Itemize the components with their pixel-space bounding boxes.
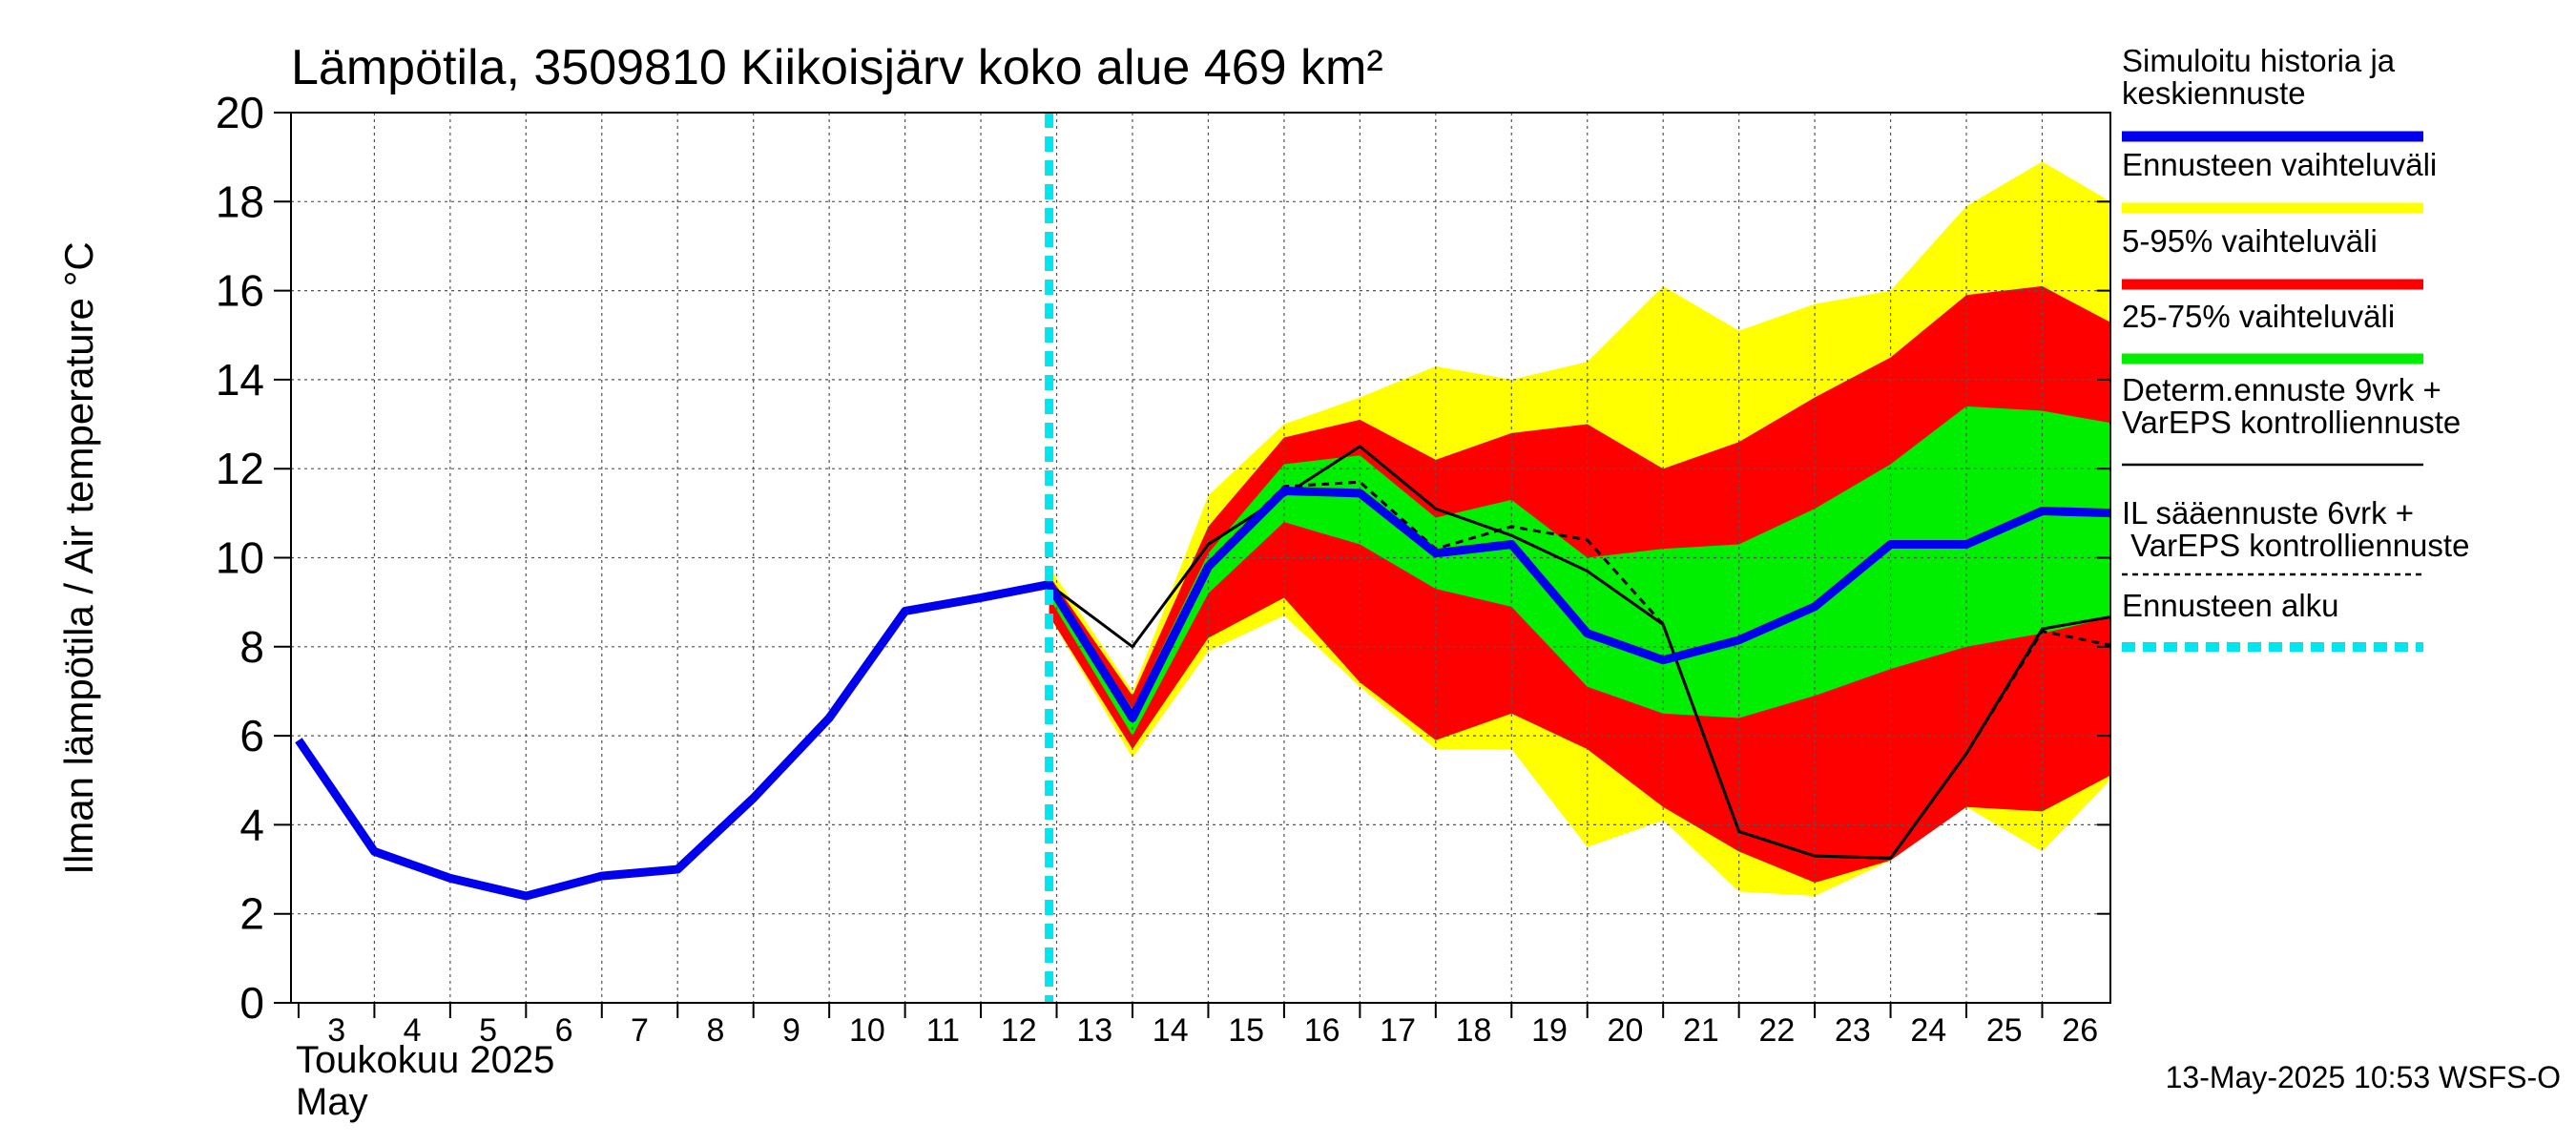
y-tick-label: 6 — [239, 711, 264, 760]
y-tick-label: 20 — [216, 88, 264, 137]
legend-label-line: Ennusteen alku — [2122, 588, 2339, 623]
legend-label-line: Ennusteen vaihteluväli — [2122, 147, 2437, 182]
legend-label-line: VarEPS kontrolliennuste — [2122, 528, 2469, 563]
series-line-history — [295, 487, 2110, 901]
x-tick-label: 8 — [707, 1012, 725, 1049]
x-tick-label: 22 — [1758, 1012, 1795, 1049]
y-axis-label: Ilman lämpötila / Air temperature °C — [56, 241, 101, 874]
month-label-fi: Toukokuu 2025 — [296, 1039, 554, 1081]
y-tick-label: 12 — [216, 444, 264, 493]
legend-label: Ennusteen vaihteluväli — [2122, 147, 2437, 182]
legend: Simuloitu historia ja keskiennuste Ennuste… — [2122, 43, 2469, 652]
x-tick-label: 7 — [631, 1012, 649, 1049]
y-tick-label: 0 — [239, 978, 264, 1028]
x-tick-label: 18 — [1456, 1012, 1492, 1049]
x-tick-label: 5 — [479, 1012, 497, 1049]
y-tick-label: 8 — [239, 622, 264, 672]
x-tick-label: 9 — [782, 1012, 800, 1049]
x-tick-label: 12 — [1001, 1012, 1037, 1049]
y-tick-label: 18 — [216, 177, 264, 226]
legend-label-line: Simuloitu historia ja — [2122, 43, 2396, 78]
x-tick-label: 25 — [1986, 1012, 2023, 1049]
x-tick-label: 15 — [1228, 1012, 1264, 1049]
legend-label: 5-95% vaihteluväli — [2122, 223, 2378, 259]
x-tick-label: 16 — [1304, 1012, 1340, 1049]
x-tick-label: 21 — [1683, 1012, 1719, 1049]
legend-label-line: keskiennuste — [2122, 75, 2306, 111]
x-tick-label: 24 — [1910, 1012, 1946, 1049]
series-line-determ — [1048, 445, 2110, 860]
x-tick-label: 14 — [1153, 1012, 1189, 1049]
x-tick-label: 19 — [1531, 1012, 1568, 1049]
x-tick-label: 4 — [404, 1012, 422, 1049]
x-tick-label: 10 — [849, 1012, 885, 1049]
bands-layer — [1049, 161, 2110, 897]
x-tick-label: 23 — [1835, 1012, 1871, 1049]
x-tick-label: 3 — [327, 1012, 345, 1049]
legend-label: 25-75% vaihteluväli — [2122, 299, 2395, 334]
legend-label: Simuloitu historia ja keskiennuste — [2122, 43, 2396, 111]
lines-layer — [295, 445, 2110, 901]
x-tick-label: 13 — [1076, 1012, 1112, 1049]
x-tick-label: 20 — [1608, 1012, 1644, 1049]
legend-label-line: 5-95% vaihteluväli — [2122, 223, 2378, 259]
legend-label-line: 25-75% vaihteluväli — [2122, 299, 2395, 334]
legend-label-line: IL sääennuste 6vrk + — [2122, 495, 2414, 531]
legend-label: Determ.ennuste 9vrk + VarEPS kontrollienn… — [2122, 372, 2461, 440]
legend-label-line: Determ.ennuste 9vrk + — [2122, 372, 2441, 407]
chart-title: Lämpötila, 3509810 Kiikoisjärv koko alue… — [291, 40, 1383, 95]
legend-label: Ennusteen alku — [2122, 588, 2339, 623]
y-tick-label: 14 — [216, 355, 264, 405]
legend-label-line: VarEPS kontrolliennuste — [2122, 405, 2461, 440]
y-tick-label: 10 — [216, 533, 264, 583]
month-label-en: May — [296, 1081, 368, 1123]
legend-label: IL sääennuste 6vrk + VarEPS kontrollienn… — [2122, 495, 2469, 563]
timestamp: 13-May-2025 10:53 WSFS-O — [2166, 1060, 2561, 1094]
grid-layer — [291, 113, 2110, 1003]
x-tick-label: 26 — [2062, 1012, 2098, 1049]
x-tick-label: 11 — [926, 1012, 960, 1049]
y-tick-label: 4 — [239, 800, 264, 849]
x-tick-label: 6 — [555, 1012, 573, 1049]
y-tick-label: 16 — [216, 266, 264, 316]
y-tick-label: 2 — [239, 889, 264, 939]
x-tick-label: 17 — [1380, 1012, 1416, 1049]
